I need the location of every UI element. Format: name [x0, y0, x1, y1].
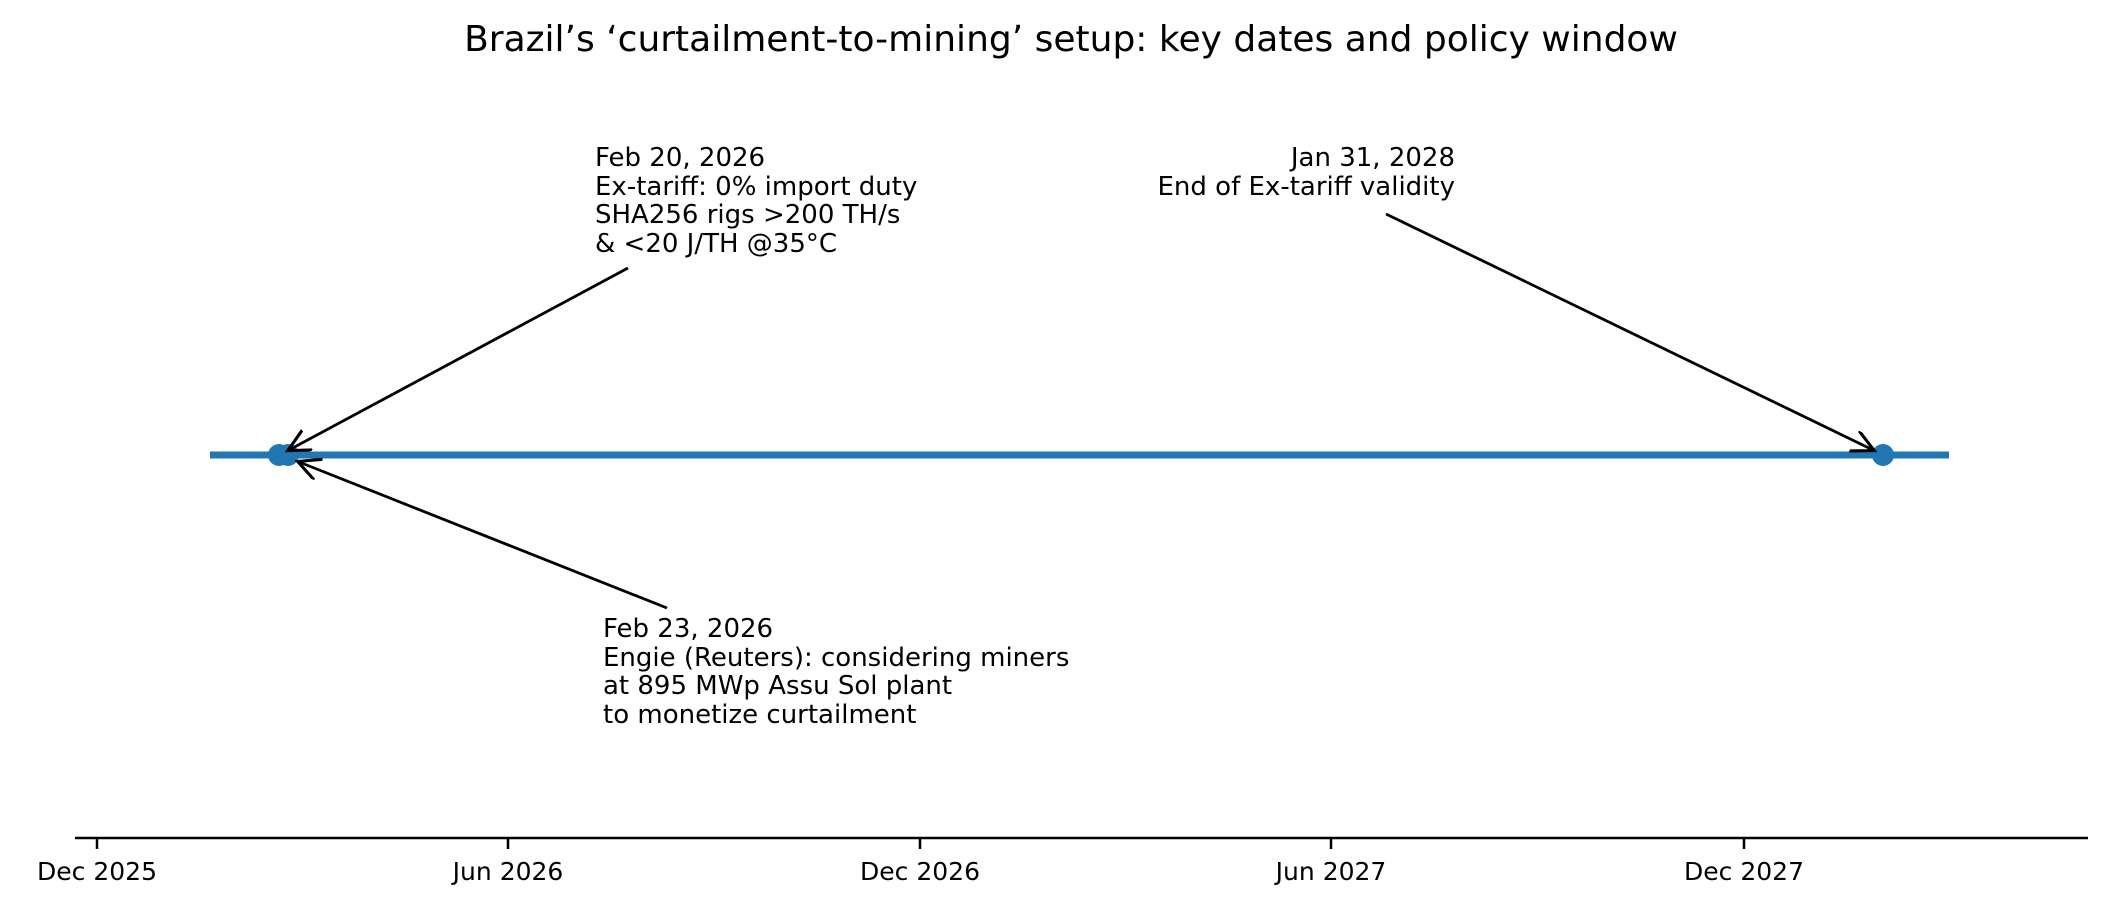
annotation-arrow-feb23: [299, 462, 668, 610]
x-tick-label: Dec 2026: [860, 857, 980, 886]
annotation-feb23: Feb 23, 2026 Engie (Reuters): considerin…: [603, 615, 1069, 729]
annotation-line: Engie (Reuters): considering miners: [603, 642, 1070, 673]
annotation-line: to monetize curtailment: [603, 699, 917, 730]
annotation-line: Feb 20, 2026: [595, 143, 766, 173]
annotation-line: Feb 23, 2026: [603, 614, 774, 644]
annotation-line: & <20 J/TH @35°C: [595, 228, 838, 259]
annotation-line: End of Ex-tariff validity: [1157, 171, 1456, 202]
annotation-line: SHA256 rigs >200 TH/s: [595, 200, 901, 230]
chart-title: Brazil’s ‘curtailment-to-mining’ setup: …: [464, 19, 1678, 60]
annotation-line: at 895 MWp Assu Sol plant: [603, 671, 953, 701]
event-marker-jan31: [1872, 444, 1894, 466]
x-tick-label: Dec 2025: [37, 857, 157, 886]
annotation-feb20: Feb 20, 2026 Ex-tariff: 0% import duty S…: [595, 144, 917, 258]
annotation-arrow-feb20: [289, 266, 629, 450]
annotation-line: Jan 31, 2028: [1290, 143, 1455, 173]
annotation-line: Ex-tariff: 0% import duty: [595, 171, 918, 202]
x-tick-label: Jun 2026: [452, 857, 564, 886]
annotation-jan31: Jan 31, 2028 End of Ex-tariff validity: [1158, 144, 1456, 201]
x-tick-label: Jun 2027: [1275, 857, 1387, 886]
annotation-arrow-jan31: [1385, 212, 1873, 450]
x-tick-label: Dec 2027: [1684, 857, 1804, 886]
